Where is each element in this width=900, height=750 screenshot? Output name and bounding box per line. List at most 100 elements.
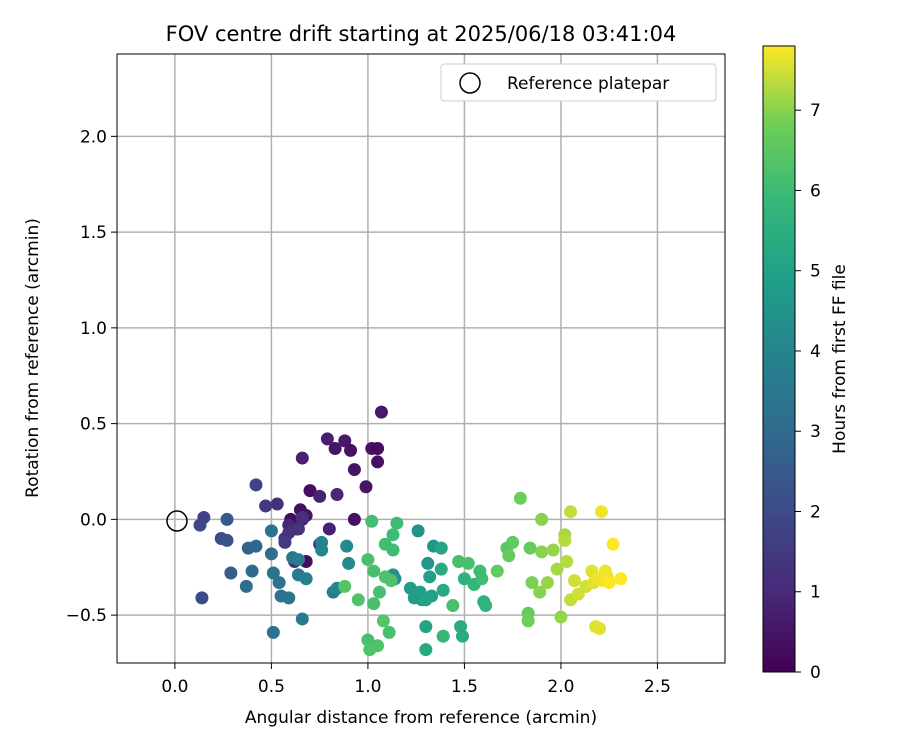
data-point xyxy=(540,576,554,590)
data-point xyxy=(546,543,560,557)
grid xyxy=(117,54,725,663)
colorbar-tick-label: 6 xyxy=(810,181,821,201)
data-point xyxy=(475,572,489,586)
data-point xyxy=(513,491,527,505)
data-point xyxy=(272,576,286,590)
data-point xyxy=(264,524,278,538)
data-point xyxy=(479,599,493,613)
data-point xyxy=(419,643,433,657)
x-tick-label: 2.0 xyxy=(547,677,574,697)
data-point xyxy=(521,614,535,628)
data-point xyxy=(295,510,309,524)
x-axis-label: Angular distance from reference (arcmin) xyxy=(245,708,597,728)
colorbar-label: Hours from first FF file xyxy=(830,264,850,454)
data-point xyxy=(606,537,620,551)
data-point xyxy=(295,451,309,465)
data-point xyxy=(291,553,305,567)
data-point xyxy=(535,545,549,559)
y-tick-label: 0.0 xyxy=(80,510,107,530)
data-point xyxy=(523,541,537,555)
data-point xyxy=(371,455,385,469)
chart-title: FOV centre drift starting at 2025/06/18 … xyxy=(166,22,677,46)
data-point xyxy=(602,576,616,590)
data-point xyxy=(434,562,448,576)
data-point xyxy=(550,562,564,576)
data-point xyxy=(239,579,253,593)
data-point xyxy=(419,593,433,607)
data-point xyxy=(282,591,296,605)
data-point xyxy=(455,629,469,643)
data-point xyxy=(322,522,336,536)
data-point xyxy=(373,585,387,599)
data-point xyxy=(386,543,400,557)
legend-label: Reference platepar xyxy=(507,74,669,94)
data-point xyxy=(411,524,425,538)
data-point xyxy=(344,443,358,457)
data-point xyxy=(423,570,437,584)
y-tick-label: −0.5 xyxy=(66,606,107,626)
data-point xyxy=(359,480,373,494)
data-point xyxy=(554,610,568,624)
data-point xyxy=(567,574,581,588)
data-point xyxy=(295,612,309,626)
data-point xyxy=(270,497,284,511)
y-axis-ticks: −0.5 0.0 0.5 1.0 1.5 2.0 xyxy=(66,127,117,626)
data-point xyxy=(351,593,365,607)
y-axis-label: Rotation from reference (arcmin) xyxy=(23,218,43,498)
data-point xyxy=(374,405,388,419)
data-point xyxy=(278,535,292,549)
data-point xyxy=(315,535,329,549)
data-point xyxy=(303,484,317,498)
data-point xyxy=(245,564,259,578)
data-point xyxy=(330,487,344,501)
x-tick-label: 2.5 xyxy=(644,677,671,697)
data-point xyxy=(338,579,352,593)
data-point xyxy=(340,539,354,553)
x-axis-ticks: 0.0 0.5 1.0 1.5 2.0 2.5 xyxy=(161,663,671,697)
data-point xyxy=(193,518,207,532)
reference-marker xyxy=(166,510,188,532)
data-point xyxy=(347,512,361,526)
data-point xyxy=(594,505,608,519)
data-point xyxy=(371,442,385,456)
x-tick-label: 1.0 xyxy=(354,677,381,697)
data-point xyxy=(249,539,263,553)
data-point xyxy=(320,432,334,446)
data-point xyxy=(591,572,605,586)
data-point xyxy=(382,625,396,639)
data-point xyxy=(436,629,450,643)
data-point xyxy=(376,614,390,628)
data-point xyxy=(342,556,356,570)
data-point xyxy=(195,591,209,605)
data-point xyxy=(328,442,342,456)
data-point xyxy=(461,556,475,570)
data-point xyxy=(259,499,273,513)
legend: Reference platepar xyxy=(440,63,717,102)
data-point xyxy=(384,574,398,588)
y-tick-label: 1.0 xyxy=(80,319,107,339)
x-tick-label: 1.5 xyxy=(451,677,478,697)
data-point xyxy=(421,556,435,570)
colorbar-tick-label: 2 xyxy=(810,502,821,522)
data-point xyxy=(371,639,385,653)
data-point xyxy=(564,505,578,519)
data-point xyxy=(361,553,375,567)
data-point xyxy=(313,489,327,503)
data-point xyxy=(446,599,460,613)
y-tick-label: 0.5 xyxy=(80,415,107,435)
data-point xyxy=(338,434,352,448)
colorbar-gradient xyxy=(762,45,796,673)
data-point xyxy=(533,585,547,599)
data-point xyxy=(386,528,400,542)
y-tick-label: 1.5 xyxy=(80,223,107,243)
data-point xyxy=(299,572,313,586)
data-point xyxy=(249,478,263,492)
data-point xyxy=(347,463,361,477)
data-point xyxy=(614,572,628,586)
data-point xyxy=(436,583,450,597)
colorbar-tick-label: 1 xyxy=(810,583,821,603)
data-point xyxy=(490,564,504,578)
data-point xyxy=(390,516,404,530)
x-tick-label: 0.0 xyxy=(161,677,188,697)
